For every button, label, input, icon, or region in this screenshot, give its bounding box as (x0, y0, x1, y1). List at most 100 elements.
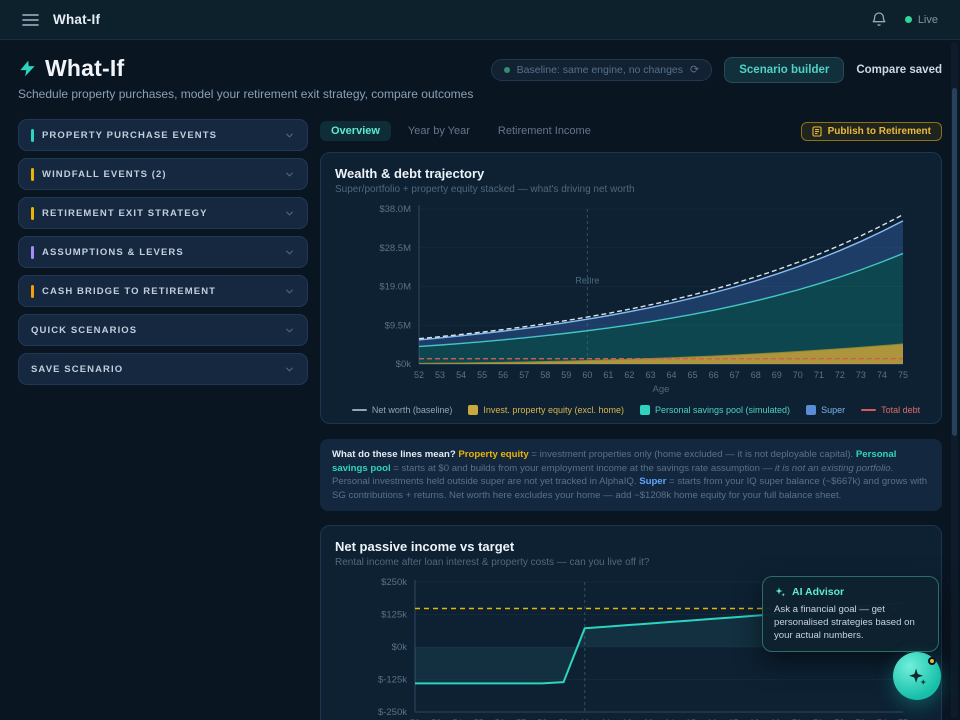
svg-text:68: 68 (751, 370, 761, 380)
explainer-segment: Super (639, 476, 667, 488)
svg-text:60: 60 (580, 718, 590, 720)
svg-text:59: 59 (561, 370, 571, 380)
svg-text:$0k: $0k (396, 359, 412, 370)
sidebar-item-save-scenario[interactable]: SAVE SCENARIO (18, 353, 308, 385)
svg-text:54: 54 (456, 370, 466, 380)
lines-explainer: What do these lines mean? Property equit… (320, 439, 942, 512)
explainer-segment: = investment properties only (home exclu… (528, 449, 856, 460)
chevron-down-icon (284, 247, 295, 258)
svg-text:54: 54 (452, 718, 462, 720)
chart1-subtitle: Super/portfolio + property equity stacke… (335, 184, 635, 195)
svg-text:$125k: $125k (381, 610, 407, 621)
tab-year-by-year[interactable]: Year by Year (407, 125, 470, 137)
sidebar-item-cash-bridge-to-retirement[interactable]: CASH BRIDGE TO RETIREMENT (18, 275, 308, 307)
svg-text:62: 62 (622, 718, 632, 720)
svg-text:Age: Age (653, 384, 670, 395)
svg-text:63: 63 (643, 718, 653, 720)
lightning-bolt-icon (18, 58, 37, 79)
explainer-segment: Personal savings pool (332, 449, 897, 474)
sparkles-fab-icon (906, 665, 928, 687)
sidebar-item-label: QUICK SCENARIOS (31, 324, 138, 336)
svg-text:59: 59 (559, 718, 569, 720)
chart2-title: Net passive income vs target (335, 539, 515, 555)
sidebar-item-quick-scenarios[interactable]: QUICK SCENARIOS (18, 314, 308, 346)
svg-text:55: 55 (474, 718, 484, 720)
sidebar-item-label: ASSUMPTIONS & LEVERS (42, 246, 184, 258)
svg-text:61: 61 (601, 718, 611, 720)
chevron-down-icon (284, 130, 295, 141)
svg-text:73: 73 (856, 718, 866, 720)
compare-saved-button[interactable]: Compare saved (856, 64, 942, 76)
svg-text:72: 72 (834, 718, 844, 720)
svg-text:61: 61 (603, 370, 613, 380)
scrollbar-thumb[interactable] (952, 88, 957, 436)
legend-label: Super (821, 405, 846, 415)
tab-retirement-income[interactable]: Retirement Income (497, 125, 591, 137)
publish-icon (812, 125, 822, 137)
legend-item: Net worth (baseline) (351, 405, 453, 415)
sidebar-item-retirement-exit-strategy[interactable]: RETIREMENT EXIT STRATEGY (18, 197, 308, 229)
legend-label: Total debt (881, 405, 921, 415)
legend-swatch (861, 409, 877, 411)
accent-bar (31, 128, 34, 142)
app-title: What-If (53, 12, 101, 27)
refresh-icon[interactable]: ⟳ (690, 63, 700, 76)
topbar: What-If Live (0, 0, 960, 40)
ai-advisor-title: AI Advisor (792, 586, 845, 598)
sidebar-item-windfall-events-2[interactable]: WINDFALL EVENTS (2) (18, 158, 308, 190)
svg-text:73: 73 (856, 370, 866, 380)
vertical-scrollbar[interactable] (951, 42, 958, 718)
bell-icon[interactable] (871, 11, 887, 28)
wealth-debt-chart[interactable]: $0k $9.5M $19.0M $28.5M $38.0M Retire 52 53 54 55… (335, 199, 935, 404)
legend-swatch (351, 409, 367, 411)
live-dot (904, 16, 912, 23)
svg-text:53: 53 (435, 370, 445, 380)
chevron-down-icon (284, 169, 295, 180)
hamburger-menu-icon[interactable] (22, 13, 39, 27)
baseline-pill[interactable]: Baseline: same engine, no changes ⟳ (490, 59, 713, 81)
svg-text:75: 75 (898, 370, 908, 380)
svg-text:75: 75 (898, 718, 908, 720)
sparkles-icon (774, 586, 786, 598)
svg-text:64: 64 (667, 370, 677, 380)
live-status: Live (904, 13, 938, 26)
svg-text:67: 67 (728, 718, 738, 720)
fab-notification-dot (928, 657, 936, 665)
svg-text:$-250k: $-250k (378, 707, 407, 718)
svg-text:$0k: $0k (392, 642, 408, 653)
svg-text:58: 58 (540, 370, 550, 380)
svg-text:72: 72 (835, 370, 845, 380)
svg-text:71: 71 (813, 718, 823, 720)
svg-text:$28.5M: $28.5M (379, 243, 411, 254)
svg-text:53: 53 (431, 718, 441, 720)
svg-text:63: 63 (645, 370, 655, 380)
baseline-label: Baseline: same engine, no changes (516, 64, 684, 76)
legend-item: Personal savings pool (simulated) (639, 405, 790, 415)
svg-text:60: 60 (582, 370, 592, 380)
explainer-segment: = starts from your IQ super balance (~$6… (332, 476, 928, 501)
svg-text:56: 56 (498, 370, 508, 380)
tab-overview[interactable]: Overview (320, 121, 391, 141)
page-header: What-If Schedule property purchases, mod… (18, 55, 942, 101)
svg-text:66: 66 (709, 370, 719, 380)
explainer-segment: What do these lines mean? (332, 449, 459, 460)
sidebar-item-label: PROPERTY PURCHASE EVENTS (42, 129, 218, 141)
legend-item: Invest. property equity (excl. home) (468, 405, 624, 415)
sidebar-item-assumptions-levers[interactable]: ASSUMPTIONS & LEVERS (18, 236, 308, 268)
chevron-down-icon (284, 325, 295, 336)
live-label: Live (917, 13, 938, 26)
scenario-builder-button[interactable]: Scenario builder (724, 57, 845, 83)
sidebar-item-label: RETIREMENT EXIT STRATEGY (42, 207, 208, 219)
legend-swatch (639, 405, 650, 415)
ai-advisor-popup[interactable]: AI Advisor Ask a financial goal — get pe… (762, 576, 939, 652)
legend-label: Net worth (baseline) (371, 405, 453, 415)
legend-item: Super (806, 405, 845, 415)
svg-text:56: 56 (495, 718, 505, 720)
publish-to-retirement-button[interactable]: Publish to Retirement (800, 121, 942, 141)
svg-text:65: 65 (688, 370, 698, 380)
accent-bar (31, 206, 34, 220)
sidebar-item-property-purchase-events[interactable]: PROPERTY PURCHASE EVENTS (18, 119, 308, 151)
svg-text:57: 57 (516, 718, 526, 720)
legend-swatch (468, 405, 479, 415)
